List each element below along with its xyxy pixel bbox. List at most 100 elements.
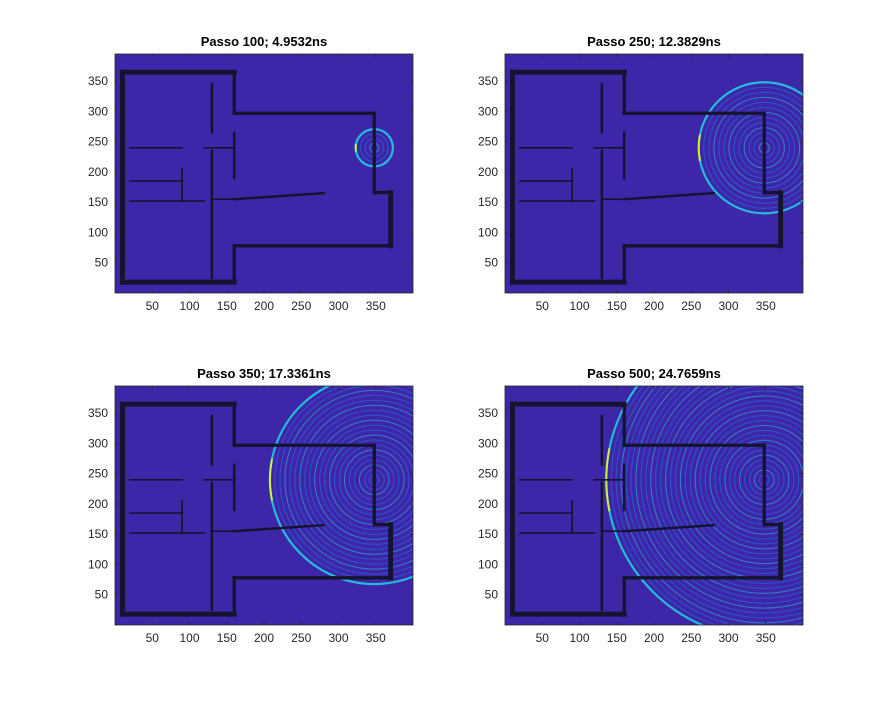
y-tick-label: 100	[478, 225, 498, 239]
x-tick-label: 50	[536, 631, 550, 645]
x-tick-label: 300	[718, 631, 738, 645]
x-tick-label: 150	[607, 299, 627, 313]
subplot-title: Passo 100; 4.9532ns	[201, 34, 327, 49]
x-tick-label: 250	[291, 299, 311, 313]
wavefront-ring	[713, 96, 803, 199]
wavefront-peak	[697, 134, 701, 162]
wavefront-ring	[694, 410, 803, 550]
x-tick-label: 350	[366, 631, 386, 645]
wavefront-ring	[708, 91, 803, 204]
x-tick-label: 100	[179, 299, 199, 313]
wall	[622, 191, 715, 201]
wavefront-ring	[324, 429, 413, 530]
x-tick-label: 300	[328, 631, 348, 645]
x-tick-label: 50	[536, 299, 550, 313]
y-tick-label: 150	[478, 195, 498, 209]
y-tick-label: 350	[88, 406, 108, 420]
x-tick-label: 200	[254, 631, 274, 645]
x-tick-label: 300	[328, 299, 348, 313]
x-tick-label: 200	[254, 299, 274, 313]
y-tick-label: 250	[478, 467, 498, 481]
y-tick-label: 350	[478, 74, 498, 88]
y-tick-label: 300	[478, 436, 498, 450]
subplot-step-250: 50 100 150 200 250 300 350 50 100 150 200 250 300 350…	[478, 34, 804, 313]
y-tick-label: 200	[88, 165, 108, 179]
field-map	[505, 386, 803, 625]
wavefront-ring	[660, 386, 803, 584]
wavefront-ring	[625, 386, 803, 619]
wavefront-ring	[279, 386, 413, 575]
field-map	[115, 54, 413, 293]
subplot-title: Passo 500; 24.7659ns	[587, 366, 721, 381]
x-tick-label: 100	[569, 631, 589, 645]
y-tick-label: 300	[478, 104, 498, 118]
x-tick-label: 350	[756, 631, 776, 645]
wavefront-ring	[630, 386, 803, 614]
y-tick-label: 50	[95, 588, 109, 602]
wavefront-ring	[304, 409, 413, 550]
y-tick-label: 100	[478, 557, 498, 571]
x-tick-label: 100	[179, 631, 199, 645]
wavefront-ring	[689, 405, 803, 555]
subplot-step-100: 50 100 150 200 250 300 350 50 100 150 200 250 300 350…	[88, 34, 414, 313]
wavefront-ring	[645, 386, 803, 599]
field-map	[505, 54, 803, 293]
wavefront-ring	[650, 386, 803, 594]
subplot-title: Passo 250; 12.3829ns	[587, 34, 721, 49]
field-background	[115, 54, 413, 293]
x-tick-label: 150	[217, 299, 237, 313]
x-tick-label: 50	[146, 631, 160, 645]
x-tick-label: 250	[681, 299, 701, 313]
y-tick-label: 100	[88, 557, 108, 571]
x-tick-label: 200	[644, 299, 664, 313]
wavefront-ring	[709, 424, 803, 535]
y-tick-label: 300	[88, 104, 108, 118]
x-tick-label: 250	[291, 631, 311, 645]
x-tick-label: 250	[681, 631, 701, 645]
y-tick-label: 250	[478, 135, 498, 149]
field-background	[115, 386, 413, 625]
wavefront-ring	[299, 404, 413, 555]
y-tick-label: 250	[88, 467, 108, 481]
subplot-step-350: 50 100 150 200 250 300 350 50 100 150 200 250 300 350…	[88, 366, 414, 645]
x-tick-label: 150	[607, 631, 627, 645]
wall	[232, 191, 325, 201]
y-tick-label: 150	[478, 527, 498, 541]
y-tick-label: 200	[478, 165, 498, 179]
wavefront-ring	[703, 86, 803, 209]
y-tick-label: 350	[88, 74, 108, 88]
wavefront-peak	[269, 458, 274, 501]
y-tick-label: 50	[485, 588, 499, 602]
x-tick-label: 100	[569, 299, 589, 313]
y-tick-label: 300	[88, 436, 108, 450]
y-tick-label: 50	[485, 256, 499, 270]
wavefront-ring	[289, 394, 413, 565]
wavefront-ring	[684, 400, 803, 560]
wavefront-ring	[284, 389, 413, 570]
wall	[232, 523, 325, 533]
wavefront-ring	[640, 386, 803, 604]
y-tick-label: 100	[88, 225, 108, 239]
wavefront-ring	[314, 419, 413, 540]
wavefront-ring	[699, 415, 803, 545]
y-tick-label: 200	[478, 497, 498, 511]
y-tick-label: 150	[88, 527, 108, 541]
x-tick-label: 350	[366, 299, 386, 313]
wavefront-ring	[679, 395, 803, 565]
x-tick-label: 50	[146, 299, 160, 313]
y-tick-label: 150	[88, 195, 108, 209]
wavefront-ring	[319, 424, 413, 535]
wavefront-ring	[309, 414, 413, 545]
subplot-step-500: 50 100 150 200 250 300 350 50 100 150 200 250 300 350…	[478, 366, 804, 645]
field-background	[505, 54, 803, 293]
x-tick-label: 150	[217, 631, 237, 645]
y-tick-label: 200	[88, 497, 108, 511]
x-tick-label: 200	[644, 631, 664, 645]
x-tick-label: 300	[718, 299, 738, 313]
wavefront-ring	[635, 386, 803, 609]
wavefront-ring	[714, 429, 803, 530]
wavefront-ring	[674, 390, 803, 570]
wavefront-ring	[704, 420, 803, 540]
wavefront-ring	[655, 386, 803, 589]
